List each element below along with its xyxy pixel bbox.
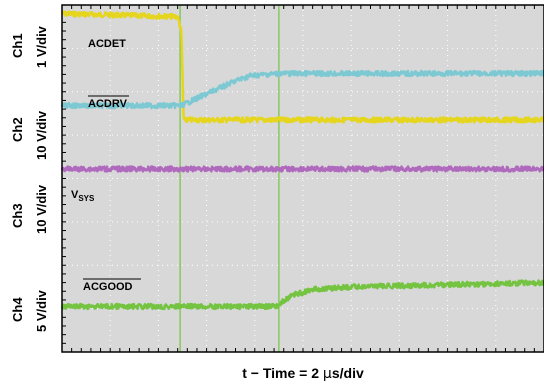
acgood-label: ACGOOD <box>83 281 133 293</box>
traces <box>60 10 544 311</box>
plot-frame <box>61 4 544 353</box>
ch2-label: Ch2 <box>10 117 25 142</box>
ch4-scale-label: 5 V/div <box>34 289 49 332</box>
x-axis-label: t − Time = 2 μs/div <box>242 365 364 382</box>
ch1-label: Ch1 <box>10 33 25 58</box>
ch4-label: Ch4 <box>10 297 25 322</box>
acdrv-label: ACDRV <box>88 98 128 110</box>
trace-vsys <box>60 165 544 173</box>
ch2-scale-label: 10 V/div <box>34 110 49 160</box>
ch3-scale-label: 10 V/div <box>34 184 49 234</box>
trace-acgood <box>60 279 544 311</box>
trace-acdrv <box>60 69 544 110</box>
cursor-lines <box>179 5 280 352</box>
ch1-scale-label: 1 V/div <box>34 25 49 68</box>
vsys-label: VSYS <box>71 189 95 203</box>
acdet-label: ACDET <box>88 38 126 50</box>
trace-acdet <box>61 10 544 124</box>
ch3-label: Ch3 <box>10 203 25 228</box>
